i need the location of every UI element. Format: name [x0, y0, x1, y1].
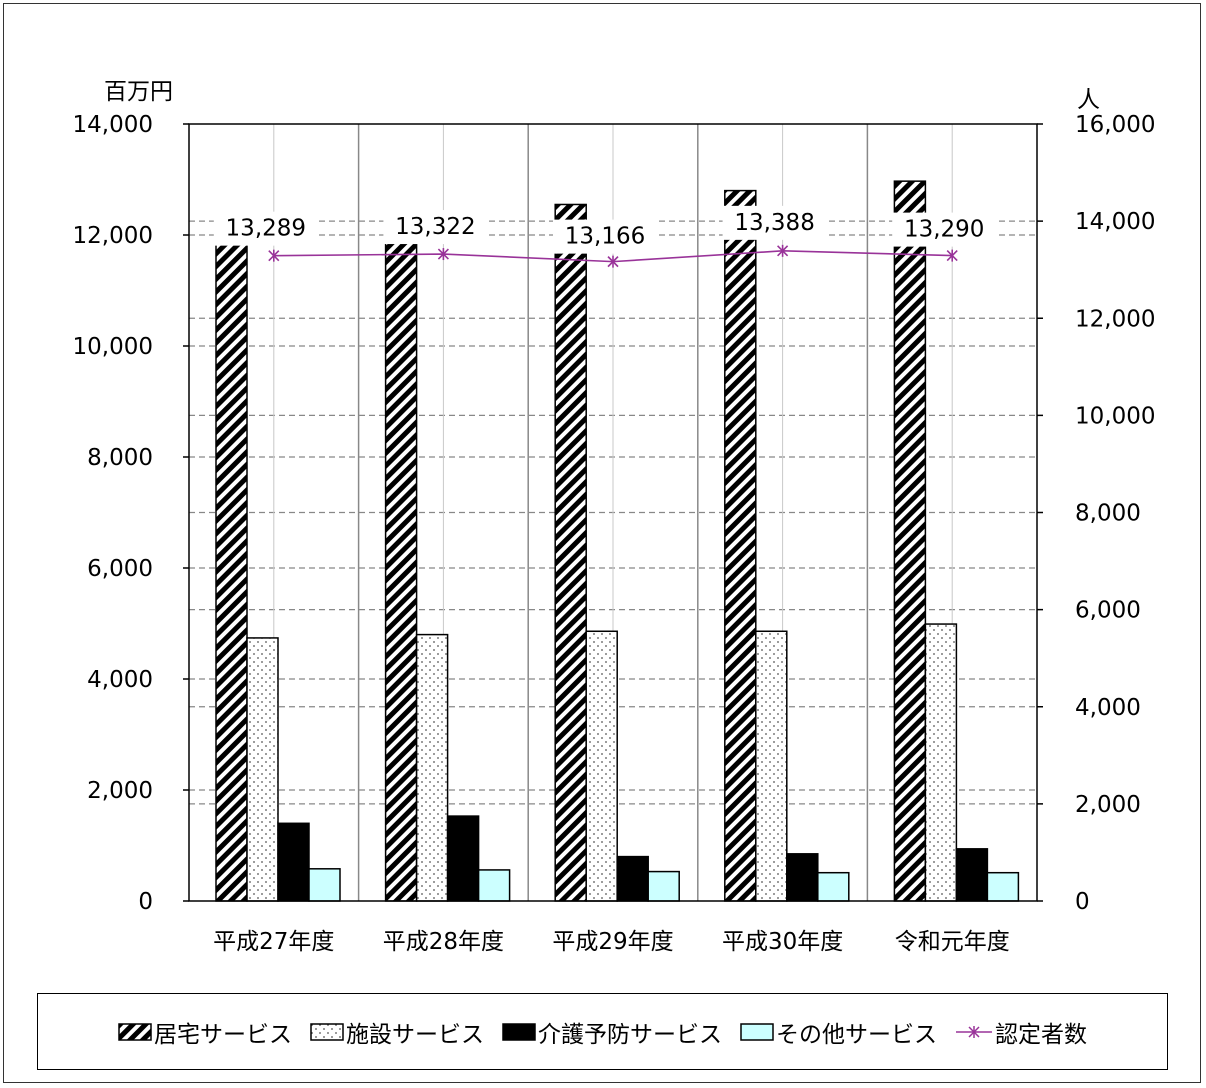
bar — [647, 870, 680, 902]
bar — [446, 815, 480, 902]
right-tick-label: 2,000 — [1075, 792, 1141, 818]
category-label: 平成28年度 — [383, 929, 504, 955]
left-axis-unit: 百万円 — [104, 79, 173, 105]
left-tick-label: 4,000 — [87, 667, 153, 693]
line-marker — [607, 255, 619, 268]
legend-swatch-hatch — [118, 1022, 152, 1041]
bar — [415, 633, 449, 902]
bar — [924, 623, 958, 902]
data-label-bg — [892, 212, 997, 247]
data-label: 13,289 — [226, 216, 306, 242]
legend-item-sonota: その他サービス — [740, 1015, 937, 1049]
category-label: 平成29年度 — [552, 929, 673, 955]
bar — [477, 869, 511, 902]
bars — [215, 180, 1020, 902]
right-axis-unit: 人 — [1077, 87, 1100, 113]
right-tick-label: 4,000 — [1075, 695, 1141, 721]
left-tick-label: 0 — [138, 889, 153, 915]
legend-swatch-cyan — [740, 1022, 774, 1041]
legend-item-kyotaku: 居宅サービス — [118, 1015, 292, 1049]
bar — [246, 637, 279, 902]
legend-label: 施設サービス — [346, 1021, 484, 1048]
bar — [308, 868, 341, 902]
legend-item-ninteisha: 認定者数 — [955, 1015, 1087, 1049]
axes: 0 2,000 4,000 6,000 8,000 10,000 12,000 14,000 0… — [73, 112, 1156, 955]
left-tick-label: 14,000 — [73, 112, 153, 138]
chart-frame: 0 2,000 4,000 6,000 8,000 10,000 12,000 14,000 0… — [3, 3, 1201, 1083]
right-tick-label: 12,000 — [1075, 306, 1155, 332]
legend-label: 認定者数 — [995, 1021, 1087, 1048]
category-label: 平成30年度 — [722, 929, 843, 955]
legend-item-yobou: 介護予防サービス — [502, 1015, 722, 1049]
data-label: 13,290 — [904, 217, 984, 243]
data-labels: 13,289 13,322 13,166 13,388 13,290 — [213, 205, 997, 254]
line-marker — [268, 249, 280, 262]
line-series — [268, 244, 958, 268]
data-label-bg — [553, 219, 657, 254]
right-tick-label: 6,000 — [1075, 598, 1141, 624]
right-tick-label: 0 — [1075, 889, 1090, 915]
bar — [616, 855, 649, 902]
right-tick-label: 16,000 — [1075, 112, 1155, 138]
line-marker — [777, 244, 789, 257]
legend-swatch-line — [956, 1025, 992, 1038]
data-label: 13,322 — [395, 214, 475, 240]
data-label-bg — [213, 211, 318, 246]
category-label: 平成27年度 — [213, 929, 334, 955]
right-tick-label: 14,000 — [1075, 209, 1155, 235]
chart-svg: 0 2,000 4,000 6,000 8,000 10,000 12,000 14,000 0… — [73, 79, 1156, 955]
line-marker — [946, 249, 958, 262]
bar — [755, 630, 788, 902]
legend-label: 居宅サービス — [154, 1021, 292, 1048]
bar — [817, 871, 850, 902]
bar — [893, 180, 927, 902]
right-tick-label: 10,000 — [1075, 403, 1155, 429]
data-label-bg — [722, 205, 827, 240]
bar — [724, 189, 757, 902]
bar — [986, 871, 1020, 902]
left-tick-label: 12,000 — [73, 223, 153, 249]
data-label: 13,388 — [734, 210, 814, 236]
legend: 居宅サービス 施設サービス 介護予防サービス その他サービス 認定者数 — [37, 993, 1168, 1070]
legend-label: その他サービス — [776, 1021, 937, 1048]
bar — [585, 630, 618, 902]
bar — [554, 203, 587, 902]
bar — [277, 822, 310, 902]
left-tick-label: 8,000 — [87, 445, 153, 471]
legend-swatch-solid — [502, 1022, 536, 1041]
right-tick-label: 8,000 — [1075, 501, 1141, 527]
data-label-bg — [383, 210, 488, 245]
left-tick-label: 10,000 — [73, 334, 153, 360]
line-marker — [437, 248, 449, 261]
legend-label: 介護予防サービス — [538, 1021, 722, 1048]
bar — [786, 853, 819, 902]
bar — [384, 220, 418, 902]
legend-item-shisetsu: 施設サービス — [310, 1015, 484, 1049]
category-label: 令和元年度 — [895, 929, 1010, 955]
legend-swatch-dots — [310, 1022, 344, 1041]
data-label: 13,166 — [565, 224, 645, 250]
bar — [215, 220, 248, 902]
bar — [955, 848, 989, 902]
left-tick-label: 2,000 — [87, 778, 153, 804]
left-tick-label: 6,000 — [87, 556, 153, 582]
